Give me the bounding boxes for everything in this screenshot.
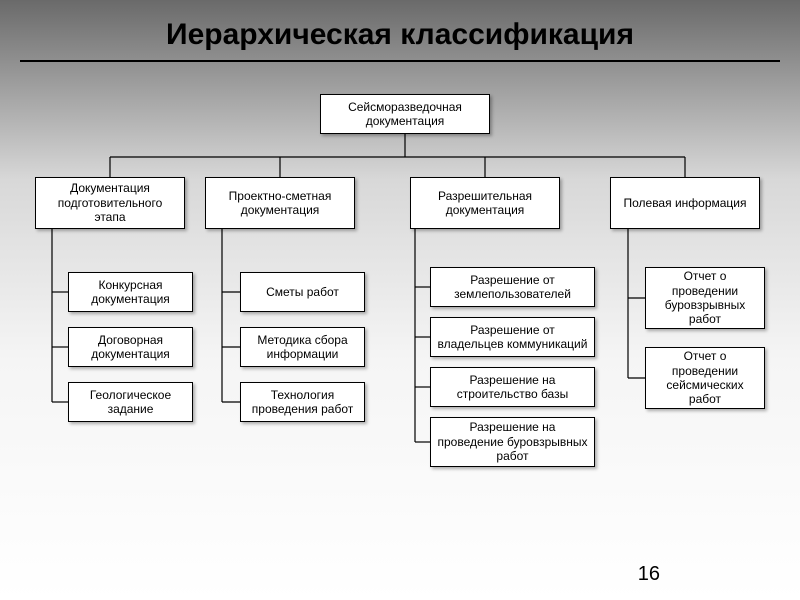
node-c3a: Разрешение от землепользователей <box>430 267 595 307</box>
node-c4b: Отчет о проведении сейсмических работ <box>645 347 765 409</box>
node-c2b: Методика сбора информации <box>240 327 365 367</box>
node-c1a: Конкурсная документация <box>68 272 193 312</box>
node-c4a: Отчет о проведении буровзрывных работ <box>645 267 765 329</box>
node-c3d: Разрешение на проведение буровзрывных ра… <box>430 417 595 467</box>
node-c2: Проектно-сметная документация <box>205 177 355 229</box>
node-c2a: Сметы работ <box>240 272 365 312</box>
node-c1c: Геологическое задание <box>68 382 193 422</box>
node-c3b: Разрешение от владельцев коммуникаций <box>430 317 595 357</box>
node-c3c: Разрешение на строительство базы <box>430 367 595 407</box>
title-underline <box>20 60 780 62</box>
hierarchy-chart: Сейсморазведочная документация Документац… <box>0 82 800 582</box>
node-c2c: Технология проведения работ <box>240 382 365 422</box>
node-c1: Документация подготовительного этапа <box>35 177 185 229</box>
node-c4: Полевая информация <box>610 177 760 229</box>
page-title: Иерархическая классификация <box>0 0 800 60</box>
node-c3: Разрешительная документация <box>410 177 560 229</box>
node-root: Сейсморазведочная документация <box>320 94 490 134</box>
node-c1b: Договорная документация <box>68 327 193 367</box>
page-number: 16 <box>638 563 660 586</box>
